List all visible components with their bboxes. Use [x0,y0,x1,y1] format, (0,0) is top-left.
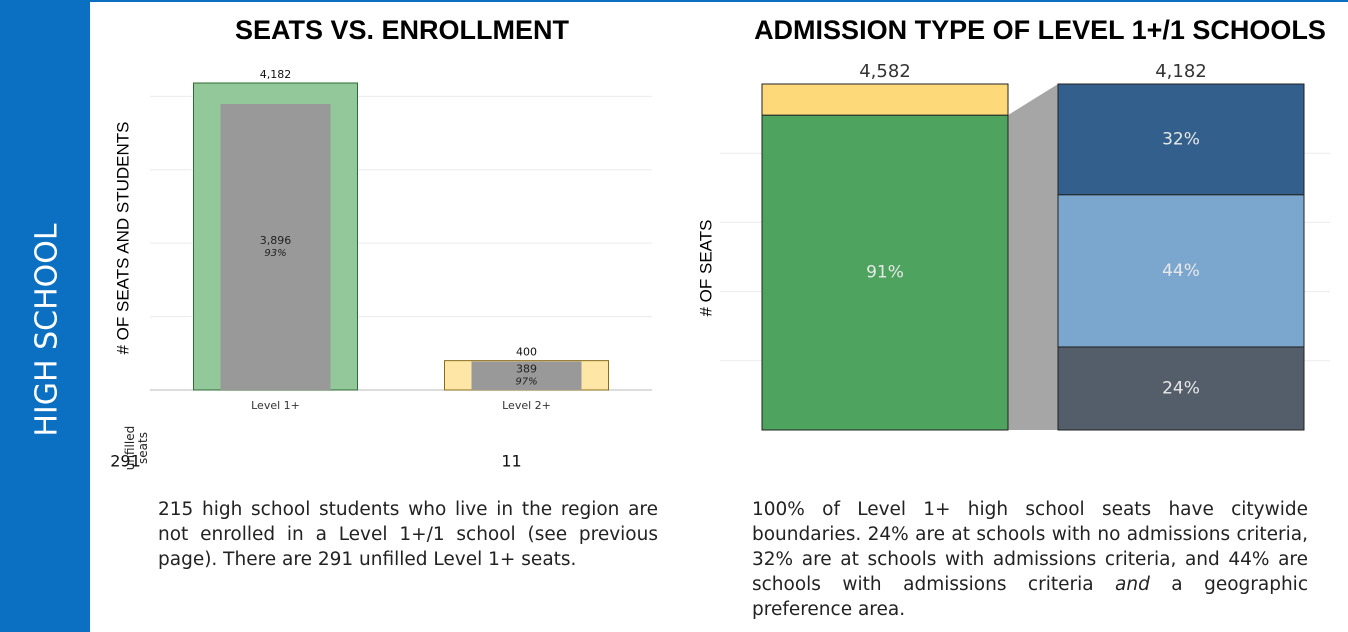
caption: 215 high school students who live in the… [158,497,658,572]
caption-text: 100% of Level 1+ high school seats have … [752,499,1308,595]
segment-label: 91% [866,263,904,283]
total-label: 4,582 [859,61,911,82]
segment [1057,83,1305,196]
caption-text: a geographic preference area. [752,574,1308,620]
enrollment-bar [220,103,331,391]
top-rule [90,0,1348,2]
x-tick-label: Level 1+ [251,399,300,412]
share-label: 97% [515,377,537,388]
y-axis-label: # OF SEATS AND STUDENTS [113,121,132,354]
enrollment-label: 3,896 [260,234,292,247]
y-axis-label: # OF SEATS [696,220,715,317]
enrollment-bar [471,361,582,390]
segment-label: 44% [1162,261,1200,281]
segment-label: 32% [1162,129,1200,149]
seats-label: 400 [516,346,537,359]
unfilled-label: unfilledseats [123,426,150,470]
enrollment-label: 389 [516,363,537,376]
unfilled-label-line: seats [136,432,150,464]
x-tick-label: Level 2+ [502,399,551,412]
segment [1057,194,1305,348]
segment-label: 24% [1162,378,1200,398]
unfilled-value: 291 [110,452,141,471]
seats-label: 4,182 [260,68,292,81]
segment [761,83,1009,116]
total-label: 4,182 [1155,61,1207,82]
chart-title: SEATS VS. ENROLLMENT [235,15,570,45]
unfilled-value: 11 [501,452,521,471]
chart-title: ADMISSION TYPE OF LEVEL 1+/1 SCHOOLS [754,15,1326,45]
caption-emphasis: and [1115,574,1150,595]
unfilled-label-line: unfilled [123,426,137,470]
caption-text: 215 high school students who live in the… [158,499,658,570]
caption: 100% of Level 1+ high school seats have … [752,497,1308,622]
segment [1057,346,1305,431]
segment [761,114,1009,431]
share-label: 93% [264,248,286,259]
connector [1008,84,1058,430]
sidebar-label: HIGH SCHOOL [30,223,65,437]
sidebar [0,0,90,632]
